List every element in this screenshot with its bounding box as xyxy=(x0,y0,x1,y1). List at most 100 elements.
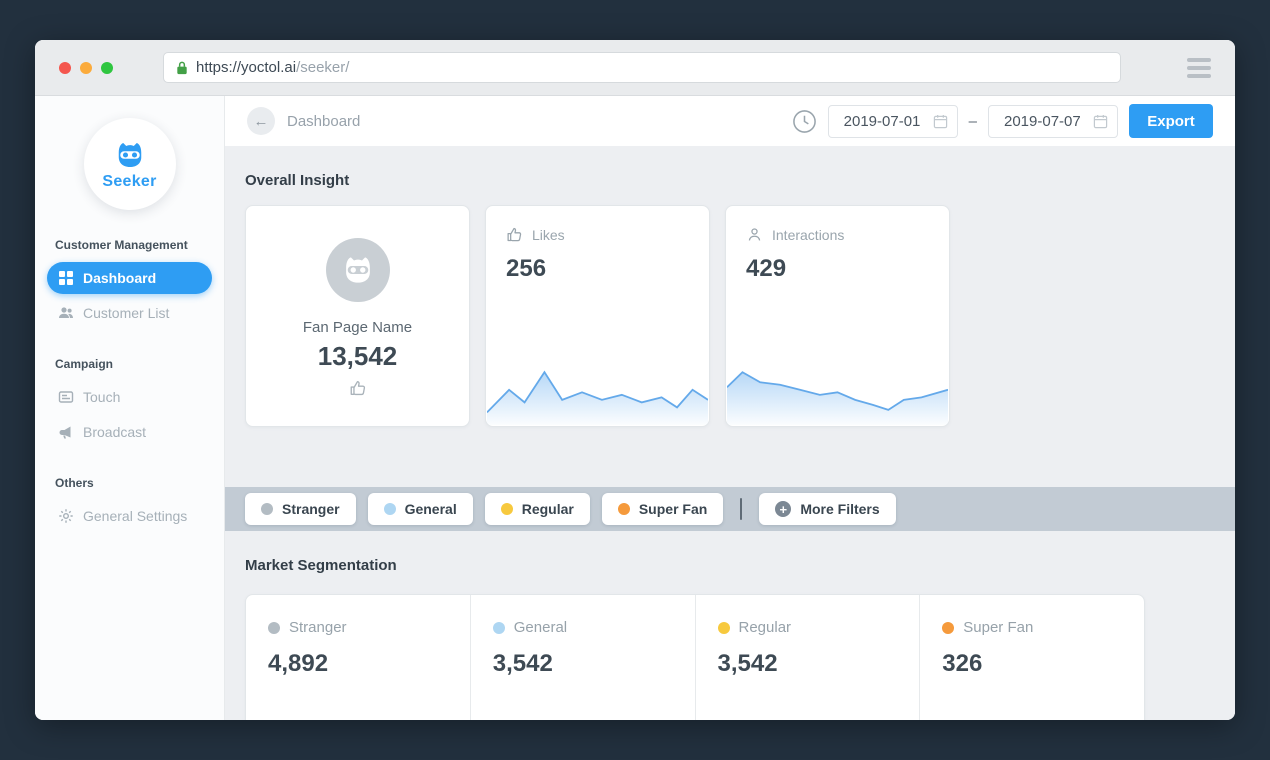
sidebar-item-label: Touch xyxy=(83,389,121,405)
overall-cards-row: Fan Page Name 13,542 xyxy=(245,205,1235,427)
segment-regular: Regular 3,542 xyxy=(694,595,920,720)
seeker-owl-icon xyxy=(112,137,148,173)
date-from-input[interactable]: 2019-07-01 xyxy=(827,104,958,138)
likes-sparkline-chart xyxy=(487,337,708,425)
more-filters-label: More Filters xyxy=(800,501,880,517)
segment-super-fan: Super Fan 326 xyxy=(919,595,1144,720)
stranger-dot xyxy=(261,503,273,515)
sidebar-item-label: Broadcast xyxy=(83,424,147,440)
segment-value: 3,542 xyxy=(492,650,553,677)
url-domain: https://yoctol.ai xyxy=(196,59,297,76)
sidebar-item-label: General Settings xyxy=(83,508,188,524)
back-button[interactable]: ← xyxy=(247,107,275,135)
close-window-icon[interactable] xyxy=(59,61,71,74)
minimize-window-icon[interactable] xyxy=(80,61,92,74)
segment-stranger: Stranger 4,892 xyxy=(246,595,470,720)
more-filters-button[interactable]: + More Filters xyxy=(759,493,896,525)
calendar-icon[interactable] xyxy=(933,114,948,129)
filter-super-fan[interactable]: Super Fan xyxy=(601,493,724,525)
segment-label: General xyxy=(513,619,568,636)
grid-icon xyxy=(58,270,74,286)
clock-icon xyxy=(792,109,817,134)
sidebar-section-others: Others xyxy=(55,476,94,490)
browser-menu-icon[interactable] xyxy=(1187,57,1211,78)
likes-label: Likes xyxy=(532,226,565,243)
card-icon xyxy=(58,389,74,405)
super-fan-dot xyxy=(942,621,955,634)
browser-window: https://yoctol.ai/seeker/ Seeker Custome… xyxy=(35,40,1235,720)
regular-dot xyxy=(500,503,513,515)
general-dot xyxy=(383,503,396,515)
page-header: ← Dashboard 2019-07-01 – xyxy=(225,96,1235,146)
thumbs-up-icon xyxy=(506,226,523,243)
filter-label: Super Fan xyxy=(638,501,708,517)
sidebar-section-campaign: Campaign xyxy=(55,357,114,371)
maximize-window-icon[interactable] xyxy=(101,61,113,74)
fan-page-name: Fan Page Name xyxy=(302,319,413,336)
sidebar-item-label: Dashboard xyxy=(83,270,157,286)
gear-icon xyxy=(58,508,74,524)
filter-general[interactable]: General xyxy=(367,493,473,525)
url-path: /seeker/ xyxy=(296,59,350,76)
sidebar: Seeker Customer Management Dashboard Cus… xyxy=(35,96,225,720)
interactions-value: 429 xyxy=(746,255,787,282)
segment-general: General 3,542 xyxy=(469,595,695,720)
filter-stranger[interactable]: Stranger xyxy=(245,493,356,525)
fan-page-avatar xyxy=(325,238,390,302)
filter-label: Regular xyxy=(521,501,574,517)
market-segmentation-card: Stranger 4,892 General 3,542 xyxy=(245,594,1145,720)
regular-dot xyxy=(717,621,730,634)
date-to-input[interactable]: 2019-07-07 xyxy=(988,104,1118,138)
logo-text: Seeker xyxy=(102,173,157,190)
people-icon xyxy=(58,305,74,321)
segment-filter-bar: Stranger General Regular Super Fan xyxy=(225,487,1235,531)
sidebar-section-customer-management: Customer Management xyxy=(55,238,188,252)
interactions-card: Interactions 429 xyxy=(725,205,950,427)
thumbs-up-icon xyxy=(349,379,367,397)
segment-label: Stranger xyxy=(289,619,347,636)
segment-value: 4,892 xyxy=(268,650,329,677)
filter-regular[interactable]: Regular xyxy=(484,493,590,525)
sidebar-item-general-settings[interactable]: General Settings xyxy=(47,500,212,532)
interactions-sparkline-chart xyxy=(727,337,948,425)
sidebar-item-customer-list[interactable]: Customer List xyxy=(47,297,212,329)
plus-icon: + xyxy=(775,501,792,517)
megaphone-icon xyxy=(58,424,74,440)
market-segmentation-heading: Market Segmentation xyxy=(245,557,397,574)
export-button[interactable]: Export xyxy=(1129,104,1213,138)
browser-chrome: https://yoctol.ai/seeker/ xyxy=(35,40,1235,96)
app-logo: Seeker xyxy=(83,118,176,210)
segment-value: 3,542 xyxy=(717,650,778,677)
date-to-value: 2019-07-07 xyxy=(1004,112,1081,130)
segment-label: Super Fan xyxy=(963,619,1034,636)
window-controls xyxy=(59,61,113,74)
dashboard-content: Overall Insight Fan Page Name 13,542 xyxy=(225,146,1235,720)
interactions-label: Interactions xyxy=(772,226,845,243)
segment-label: Regular xyxy=(738,619,792,636)
url-text: https://yoctol.ai/seeker/ xyxy=(196,59,349,76)
sidebar-item-touch[interactable]: Touch xyxy=(47,381,212,413)
general-dot xyxy=(492,621,505,634)
date-range-separator: – xyxy=(968,112,977,130)
main-area: ← Dashboard 2019-07-01 – xyxy=(225,96,1235,720)
sidebar-item-dashboard[interactable]: Dashboard xyxy=(47,262,212,294)
sidebar-item-label: Customer List xyxy=(83,305,170,321)
sidebar-item-broadcast[interactable]: Broadcast xyxy=(47,416,212,448)
stranger-dot xyxy=(268,621,280,634)
overall-insight-heading: Overall Insight xyxy=(245,172,350,189)
fan-page-card: Fan Page Name 13,542 xyxy=(245,205,470,427)
date-from-value: 2019-07-01 xyxy=(843,112,921,130)
calendar-icon[interactable] xyxy=(1093,114,1108,129)
likes-card: Likes 256 xyxy=(485,205,710,427)
back-arrow-icon: ← xyxy=(253,112,269,130)
person-icon xyxy=(746,226,763,243)
fan-page-count: 13,542 xyxy=(317,341,398,371)
segment-value: 326 xyxy=(942,650,983,677)
filter-label: Stranger xyxy=(282,501,340,517)
page-title: Dashboard xyxy=(287,112,361,130)
filter-divider xyxy=(740,498,743,520)
likes-value: 256 xyxy=(506,255,547,282)
lock-icon xyxy=(176,60,188,75)
url-bar[interactable]: https://yoctol.ai/seeker/ xyxy=(163,52,1121,83)
